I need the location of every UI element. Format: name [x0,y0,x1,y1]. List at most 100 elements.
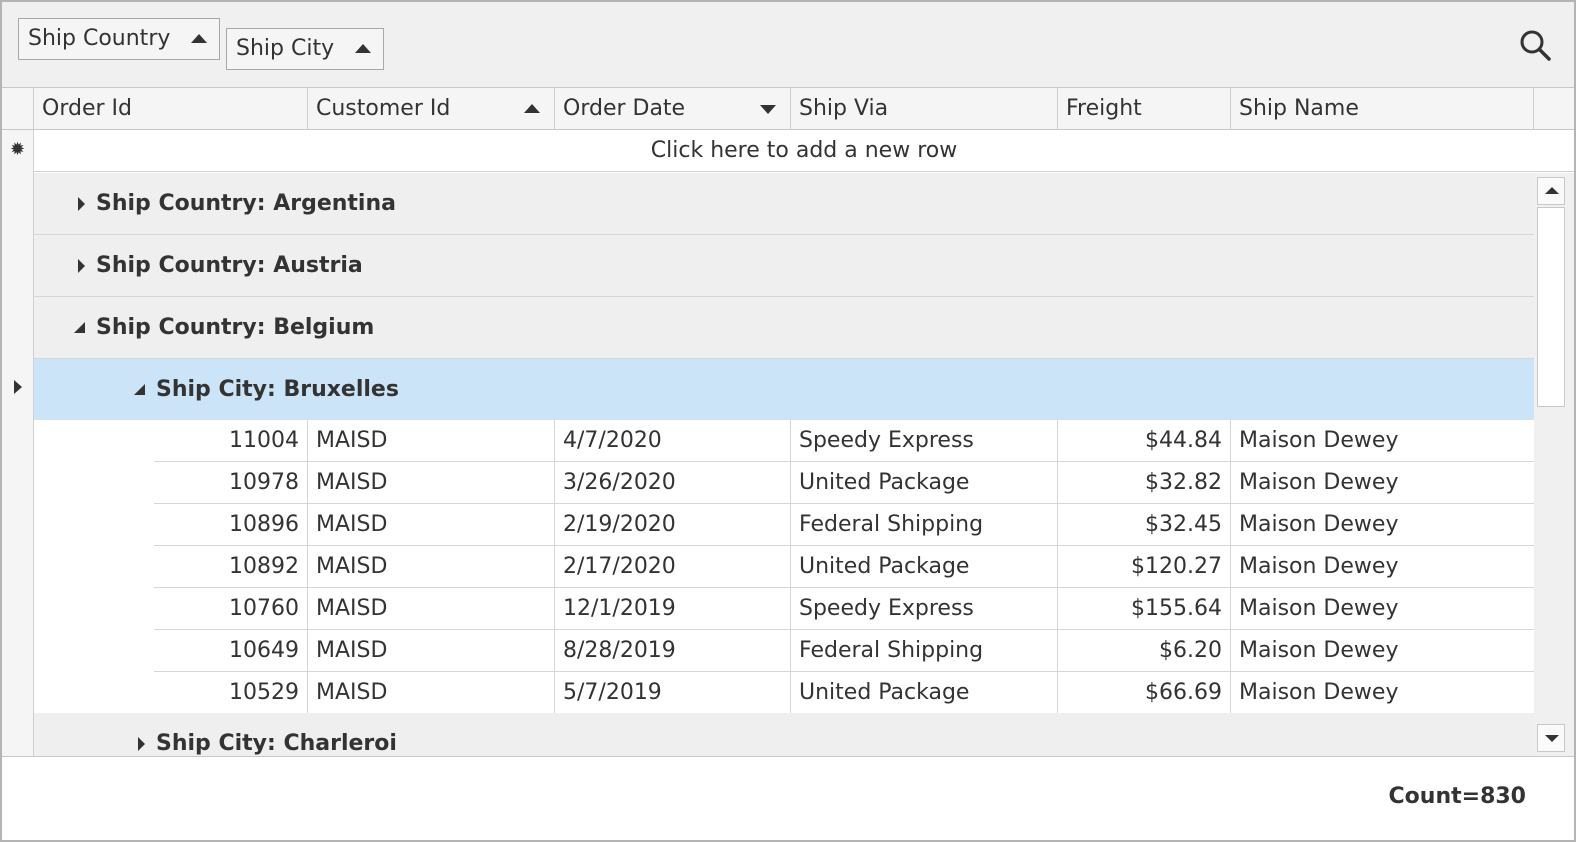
cell-order-id: 10760 [154,588,308,629]
scroll-down-icon [1545,735,1559,742]
cell-ship-via: United Package [791,546,1058,587]
group-row-belgium[interactable]: Ship Country: Belgium [34,297,1534,359]
cell-order-date: 8/28/2019 [555,630,791,671]
group-label: Ship City: Bruxelles [156,377,399,402]
search-icon [1520,30,1551,61]
search-button[interactable] [1518,28,1552,62]
column-header-label: Customer Id [316,96,451,121]
group-label: Ship Country: Austria [96,253,363,278]
group-row-argentina[interactable]: Ship Country: Argentina [34,173,1534,235]
column-header-label: Ship Via [799,96,889,121]
column-header-freight[interactable]: Freight [1058,88,1231,129]
group-label: Ship City: Charleroi [156,731,397,756]
cell-ship-via: United Package [791,462,1058,503]
scroll-down-button[interactable] [1537,724,1565,752]
column-header-label: Order Date [563,96,686,121]
group-chip-label: Ship City [236,36,335,61]
cell-ship-name: Maison Dewey [1239,512,1399,537]
group-label: Ship Country: Argentina [96,191,396,216]
add-new-row[interactable]: Click here to add a new row [34,130,1574,172]
scroll-up-button[interactable] [1537,177,1565,205]
cell-ship-name: Maison Dewey [1239,428,1399,453]
new-row-star-icon: ✹ [10,139,26,160]
cell-ship-name: Maison Dewey [1239,680,1399,705]
cell-customer-id: MAISD [308,588,555,629]
table-row[interactable]: 11004 MAISD 4/7/2020 Speedy Express $44.… [154,420,1534,462]
column-header-ship-name[interactable]: Ship Name [1231,88,1534,129]
table-row[interactable]: 10760 MAISD 12/1/2019 Speedy Express $15… [154,588,1534,630]
collapse-icon[interactable] [134,384,145,395]
cell-ship-via: United Package [791,672,1058,713]
sort-descending-icon [760,105,776,114]
column-header-order-id[interactable]: Order Id [34,88,308,129]
cell-order-date: 2/19/2020 [555,504,791,545]
sort-ascending-icon [355,44,371,53]
cell-ship-name: Maison Dewey [1239,554,1399,579]
cell-customer-id: MAISD [308,546,555,587]
expand-icon[interactable] [78,259,85,273]
cell-freight: $32.82 [1058,462,1231,503]
count-summary: Count=830 [1388,784,1526,809]
group-panel: Ship Country Ship City [2,2,1574,88]
grid-body: Ship Country: Argentina Ship Country: Au… [34,173,1534,756]
group-row-charleroi[interactable]: Ship City: Charleroi [34,713,1534,756]
group-chip-ship-city[interactable]: Ship City [226,28,384,70]
sort-ascending-icon [191,34,207,43]
table-row[interactable]: 10649 MAISD 8/28/2019 Federal Shipping $… [154,630,1534,672]
scrollbar-thumb[interactable] [1537,207,1565,407]
cell-customer-id: MAISD [308,672,555,713]
cell-freight: $32.45 [1058,504,1231,545]
cell-order-id: 11004 [154,420,308,461]
cell-order-date: 2/17/2020 [555,546,791,587]
column-header-label: Freight [1066,96,1142,121]
group-chip-ship-country[interactable]: Ship Country [18,18,220,60]
cell-freight: $155.64 [1058,588,1231,629]
group-chip-label: Ship Country [28,26,171,51]
cell-order-id: 10978 [154,462,308,503]
cell-ship-via: Speedy Express [791,588,1058,629]
column-header-ship-via[interactable]: Ship Via [791,88,1058,129]
column-header-order-date[interactable]: Order Date [555,88,791,129]
cell-order-date: 3/26/2020 [555,462,791,503]
header-indicator-cell [2,88,34,129]
cell-freight: $44.84 [1058,420,1231,461]
column-header-label: Order Id [42,96,132,121]
expand-icon[interactable] [78,197,85,211]
table-row[interactable]: 10896 MAISD 2/19/2020 Federal Shipping $… [154,504,1534,546]
column-header-row: Order Id Customer Id Order Date Ship Via… [2,88,1574,130]
expand-icon[interactable] [138,737,145,751]
cell-order-date: 4/7/2020 [555,420,791,461]
cell-order-id: 10896 [154,504,308,545]
cell-customer-id: MAISD [308,420,555,461]
cell-customer-id: MAISD [308,504,555,545]
column-header-label: Ship Name [1239,96,1359,121]
sort-ascending-icon [524,104,540,113]
table-row[interactable]: 10978 MAISD 3/26/2020 United Package $32… [154,462,1534,504]
group-row-bruxelles[interactable]: Ship City: Bruxelles [34,359,1534,421]
group-indent-area [34,420,154,712]
group-label: Ship Country: Belgium [96,315,375,340]
current-row-arrow-icon [14,380,22,394]
scroll-up-icon [1545,187,1559,194]
cell-order-id: 10892 [154,546,308,587]
summary-footer: Count=830 [2,756,1574,840]
cell-order-id: 10649 [154,630,308,671]
table-row[interactable]: 10529 MAISD 5/7/2019 United Package $66.… [154,672,1534,714]
cell-order-id: 10529 [154,672,308,713]
vertical-scrollbar[interactable] [1534,173,1574,756]
cell-freight: $120.27 [1058,546,1231,587]
group-row-austria[interactable]: Ship Country: Austria [34,235,1534,297]
add-new-row-label: Click here to add a new row [650,138,958,163]
cell-order-date: 5/7/2019 [555,672,791,713]
column-header-customer-id[interactable]: Customer Id [308,88,555,129]
cell-freight: $66.69 [1058,672,1231,713]
cell-ship-via: Federal Shipping [791,504,1058,545]
cell-ship-name: Maison Dewey [1239,470,1399,495]
cell-ship-via: Speedy Express [791,420,1058,461]
table-row[interactable]: 10892 MAISD 2/17/2020 United Package $12… [154,546,1534,588]
cell-order-date: 12/1/2019 [555,588,791,629]
collapse-icon[interactable] [74,322,85,333]
cell-customer-id: MAISD [308,462,555,503]
cell-ship-name: Maison Dewey [1239,638,1399,663]
